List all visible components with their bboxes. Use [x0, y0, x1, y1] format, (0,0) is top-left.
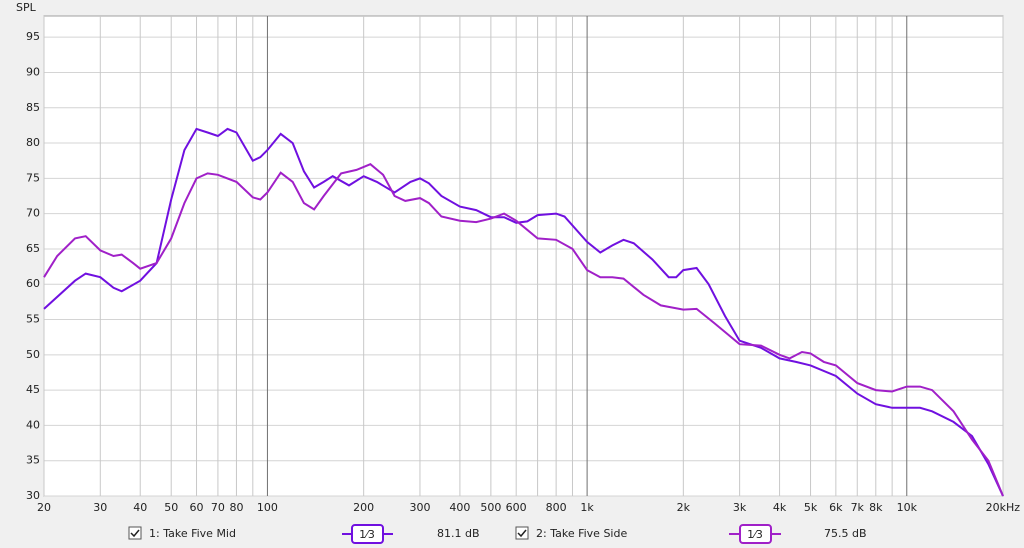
x-tick-label: 100: [257, 501, 278, 514]
x-tick-label: 10k: [897, 501, 918, 514]
x-tick-label: 20kHz: [986, 501, 1021, 514]
legend-label: 2: Take Five Side: [536, 527, 627, 540]
x-tick-label: 6k: [829, 501, 843, 514]
y-tick-label: 95: [26, 30, 40, 43]
x-tick-label: 400: [449, 501, 470, 514]
check: [517, 529, 527, 538]
y-tick-label: 90: [26, 65, 40, 78]
x-tick-label: 2k: [677, 501, 691, 514]
y-axis-label: SPL: [16, 1, 37, 14]
x-tick-label: 30: [93, 501, 107, 514]
y-tick-label: 80: [26, 136, 40, 149]
x-tick-label: 8k: [869, 501, 883, 514]
y-tick-label: 60: [26, 277, 40, 290]
smoothing: 1⁄3: [359, 528, 375, 541]
x-tick-label: 300: [409, 501, 430, 514]
x-tick-label: 80: [229, 501, 243, 514]
level: 75.5 dB: [824, 527, 867, 540]
x-tick-label: 50: [164, 501, 178, 514]
x-tick-label: 5k: [804, 501, 818, 514]
y-tick-label: 45: [26, 383, 40, 396]
smoothing: 1⁄3: [747, 528, 763, 541]
level: 81.1 dB: [437, 527, 480, 540]
y-tick-label: 70: [26, 207, 40, 220]
checkbox[interactable]: [128, 526, 142, 540]
series-line: [43, 163, 1004, 497]
plot-area: [43, 15, 1004, 497]
legend: 1: Take Five Mid 1⁄3 81.1 dB 2: Take Fiv…: [128, 524, 867, 544]
y-tick-label: 55: [26, 313, 40, 326]
y-tick-label: 75: [26, 171, 40, 184]
x-tick-label: 20: [37, 501, 51, 514]
y-tick-label: 85: [26, 101, 40, 114]
series-line: [43, 127, 1004, 497]
x-tick-label: 60: [190, 501, 204, 514]
x-tick-label: 500: [480, 501, 501, 514]
x-tick-label: 1k: [580, 501, 594, 514]
y-tick-label: 40: [26, 418, 40, 431]
smoothing-button[interactable]: [351, 524, 384, 544]
checkbox[interactable]: [515, 526, 529, 540]
x-tick-label: 800: [546, 501, 567, 514]
legend-label: 1: Take Five Mid: [149, 527, 236, 540]
x-tick-label: 3k: [733, 501, 747, 514]
y-tick-label: 30: [26, 489, 40, 502]
x-tick-label: 40: [133, 501, 147, 514]
y-tick-label: 50: [26, 348, 40, 361]
x-tick-label: 70: [211, 501, 225, 514]
x-tick-label: 600: [506, 501, 527, 514]
y-tick-label: 65: [26, 242, 40, 255]
x-tick-label: 4k: [773, 501, 787, 514]
x-tick-label: 200: [353, 501, 374, 514]
y-tick-label: 35: [26, 454, 40, 467]
check: [130, 529, 140, 538]
grid: [43, 16, 1004, 497]
x-tick-label: 7k: [851, 501, 865, 514]
smoothing-button[interactable]: [739, 524, 772, 544]
